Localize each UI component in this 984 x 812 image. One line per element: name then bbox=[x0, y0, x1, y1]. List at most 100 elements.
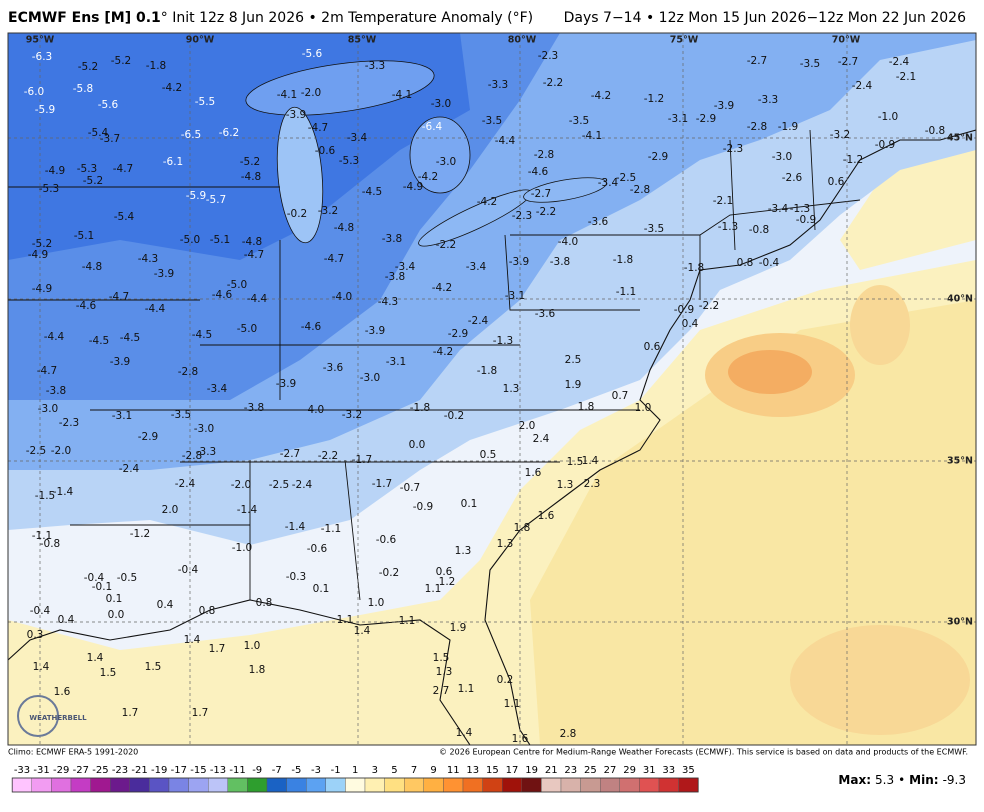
logo: WEATHERBELL bbox=[17, 695, 87, 737]
anomaly-label: -5.8 bbox=[73, 83, 94, 95]
colorbar-label: -17 bbox=[171, 765, 187, 776]
anomaly-label: -1.9 bbox=[778, 121, 799, 133]
anomaly-label: 2.0 bbox=[162, 504, 179, 516]
anomaly-label: -1.8 bbox=[613, 254, 634, 266]
anomaly-label: -4.8 bbox=[334, 222, 355, 234]
lake bbox=[276, 106, 324, 244]
anomaly-label: -3.0 bbox=[436, 156, 457, 168]
anomaly-label: -4.4 bbox=[44, 331, 65, 343]
anomaly-label: -2.0 bbox=[301, 87, 322, 99]
anomaly-label: 1.5 bbox=[145, 661, 162, 673]
anomaly-label: -2.3 bbox=[512, 210, 533, 222]
anomaly-label: 0.8 bbox=[737, 257, 754, 269]
anomaly-label: -1.3 bbox=[718, 221, 739, 233]
colorbar-swatch bbox=[207, 777, 228, 793]
anomaly-label: 1.7 bbox=[209, 643, 226, 655]
anomaly-label: -3.9 bbox=[276, 378, 297, 390]
anomaly-label: -3.6 bbox=[535, 308, 556, 320]
anomaly-label: -4.9 bbox=[403, 181, 424, 193]
anomaly-label: -3.4 bbox=[768, 203, 789, 215]
anomaly-label: -1.1 bbox=[616, 286, 637, 298]
anomaly-label: -3.0 bbox=[431, 98, 452, 110]
anomaly-label: -2.5 bbox=[616, 172, 637, 184]
anomaly-label: -4.7 bbox=[244, 249, 265, 261]
anomaly-label: -2.5 bbox=[26, 445, 47, 457]
anomaly-label: -5.2 bbox=[83, 175, 104, 187]
anomaly-label: -0.4 bbox=[759, 257, 780, 269]
anomaly-label: -2.2 bbox=[699, 300, 720, 312]
colorbar-label: 23 bbox=[564, 765, 577, 776]
anomaly-label: -2.8 bbox=[534, 149, 555, 161]
anomaly-label: -0.2 bbox=[287, 208, 308, 220]
anomaly-label: -5.2 bbox=[32, 238, 53, 250]
anomaly-label: 1.4 bbox=[354, 625, 371, 637]
anomaly-label: -2.8 bbox=[182, 450, 203, 462]
anomaly-label: 0.3 bbox=[27, 629, 44, 641]
anomaly-label: 1.0 bbox=[244, 640, 261, 652]
anomaly-label: -1.8 bbox=[146, 60, 167, 72]
lake bbox=[523, 177, 607, 203]
anomaly-label: 1.4 bbox=[582, 455, 599, 467]
colorbar-swatch bbox=[502, 777, 523, 793]
anomaly-label: -3.8 bbox=[382, 233, 403, 245]
colorbar-swatch bbox=[90, 777, 111, 793]
anomaly-label: 2.8 bbox=[560, 728, 577, 740]
anomaly-label: -2.6 bbox=[782, 172, 803, 184]
colorbar-label: 1 bbox=[352, 765, 358, 776]
anomaly-label: -0.6 bbox=[307, 543, 328, 555]
anomaly-label: -5.6 bbox=[98, 99, 119, 111]
anomaly-label: 0.5 bbox=[480, 449, 497, 461]
anomaly-label: 1.1 bbox=[425, 583, 442, 595]
colorbar-label: -3 bbox=[311, 765, 321, 776]
anomaly-label: -1.3 bbox=[790, 203, 811, 215]
anomaly-label: -5.2 bbox=[78, 61, 99, 73]
anomaly-label: -3.4 bbox=[207, 383, 228, 395]
anomaly-label: -3.4 bbox=[598, 177, 619, 189]
stats: Max: 5.3 • Min: -9.3 bbox=[838, 773, 966, 787]
anomaly-label: -0.6 bbox=[315, 145, 336, 157]
anomaly-label: -3.5 bbox=[171, 409, 192, 421]
colorbar-label: 9 bbox=[430, 765, 436, 776]
colorbar-swatch bbox=[678, 777, 699, 793]
anomaly-label: 1.8 bbox=[578, 401, 595, 413]
anomaly-label: -2.7 bbox=[531, 188, 552, 200]
anomaly-label: 1.9 bbox=[565, 379, 582, 391]
anomaly-label: 1.3 bbox=[503, 383, 520, 395]
anomaly-label: -2.1 bbox=[713, 195, 734, 207]
anomaly-label: -3.8 bbox=[385, 271, 406, 283]
colorbar-label: 19 bbox=[525, 765, 538, 776]
anomaly-label: 1.1 bbox=[504, 698, 521, 710]
anomaly-label: -0.4 bbox=[178, 564, 199, 576]
colorbar-label: -27 bbox=[73, 765, 89, 776]
anomaly-label: -1.1 bbox=[321, 523, 342, 535]
anomaly-label: -4.8 bbox=[242, 236, 263, 248]
lat-label: 35°N bbox=[947, 456, 973, 467]
anomaly-label: -4.6 bbox=[528, 166, 549, 178]
colorbar-swatch bbox=[364, 777, 385, 793]
anomaly-label: -3.9 bbox=[509, 256, 530, 268]
anomaly-label: -4.2 bbox=[591, 90, 612, 102]
colorbar-swatch bbox=[560, 777, 581, 793]
anomaly-label: -1.8 bbox=[684, 262, 705, 274]
anomaly-label: 0.7 bbox=[612, 390, 629, 402]
colorbar-label: 27 bbox=[604, 765, 617, 776]
anomaly-label: 1.3 bbox=[436, 666, 453, 678]
anomaly-label: -5.3 bbox=[339, 155, 360, 167]
anomaly-label: -5.9 bbox=[186, 190, 207, 202]
anomaly-label: -3.8 bbox=[244, 402, 265, 414]
anomaly-label: -4.4 bbox=[495, 135, 516, 147]
anomaly-label: 2.3 bbox=[584, 478, 601, 490]
colorbar-swatch bbox=[521, 777, 542, 793]
anomaly-label: -6.4 bbox=[422, 121, 443, 133]
colorbar-swatch bbox=[384, 777, 405, 793]
anomaly-label: -0.1 bbox=[92, 581, 113, 593]
lon-label: 75°W bbox=[670, 35, 699, 46]
colorbar-swatch bbox=[168, 777, 189, 793]
anomaly-label: -4.5 bbox=[362, 186, 383, 198]
anomaly-label: 0.1 bbox=[106, 593, 123, 605]
anomaly-label: -4.4 bbox=[247, 293, 268, 305]
anomaly-label: -2.2 bbox=[436, 239, 457, 251]
anomaly-label: -3.8 bbox=[550, 256, 571, 268]
anomaly-label: 1.5 bbox=[567, 456, 584, 468]
